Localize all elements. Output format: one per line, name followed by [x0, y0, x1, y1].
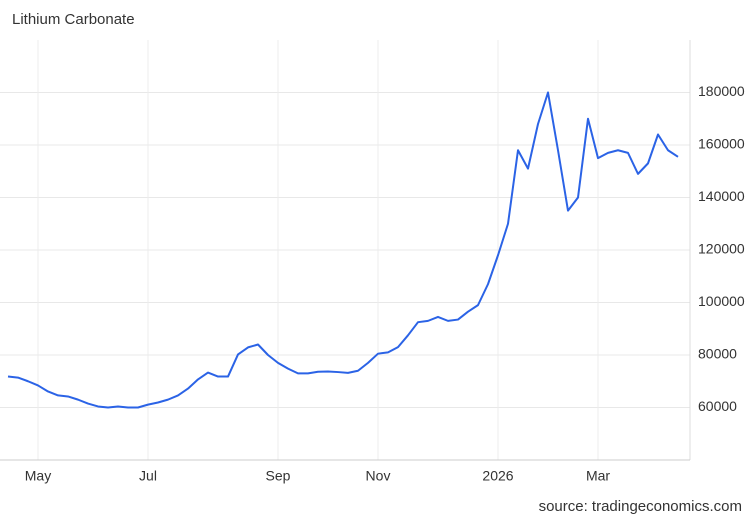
- y-tick-label: 140000: [698, 188, 745, 204]
- x-tick-label: May: [25, 468, 51, 484]
- chart-title: Lithium Carbonate: [12, 11, 135, 28]
- source: source: tradingeconomics.com: [539, 498, 742, 515]
- x-tick-label: Nov: [366, 468, 391, 484]
- x-tick-label: Mar: [586, 468, 610, 484]
- line: [7, 91, 679, 409]
- y-tick-label: 100000: [698, 293, 745, 309]
- x-tick-label: 2026: [482, 468, 513, 484]
- y-tick-label: 60000: [698, 398, 737, 414]
- x-tick-label: Sep: [266, 468, 291, 484]
- y-tick-label: 80000: [698, 346, 737, 362]
- y-tick-label: 160000: [698, 136, 745, 152]
- y-tick-label: 180000: [698, 83, 745, 99]
- y-tick-label: 120000: [698, 241, 745, 257]
- x-tick-label: Jul: [139, 468, 157, 484]
